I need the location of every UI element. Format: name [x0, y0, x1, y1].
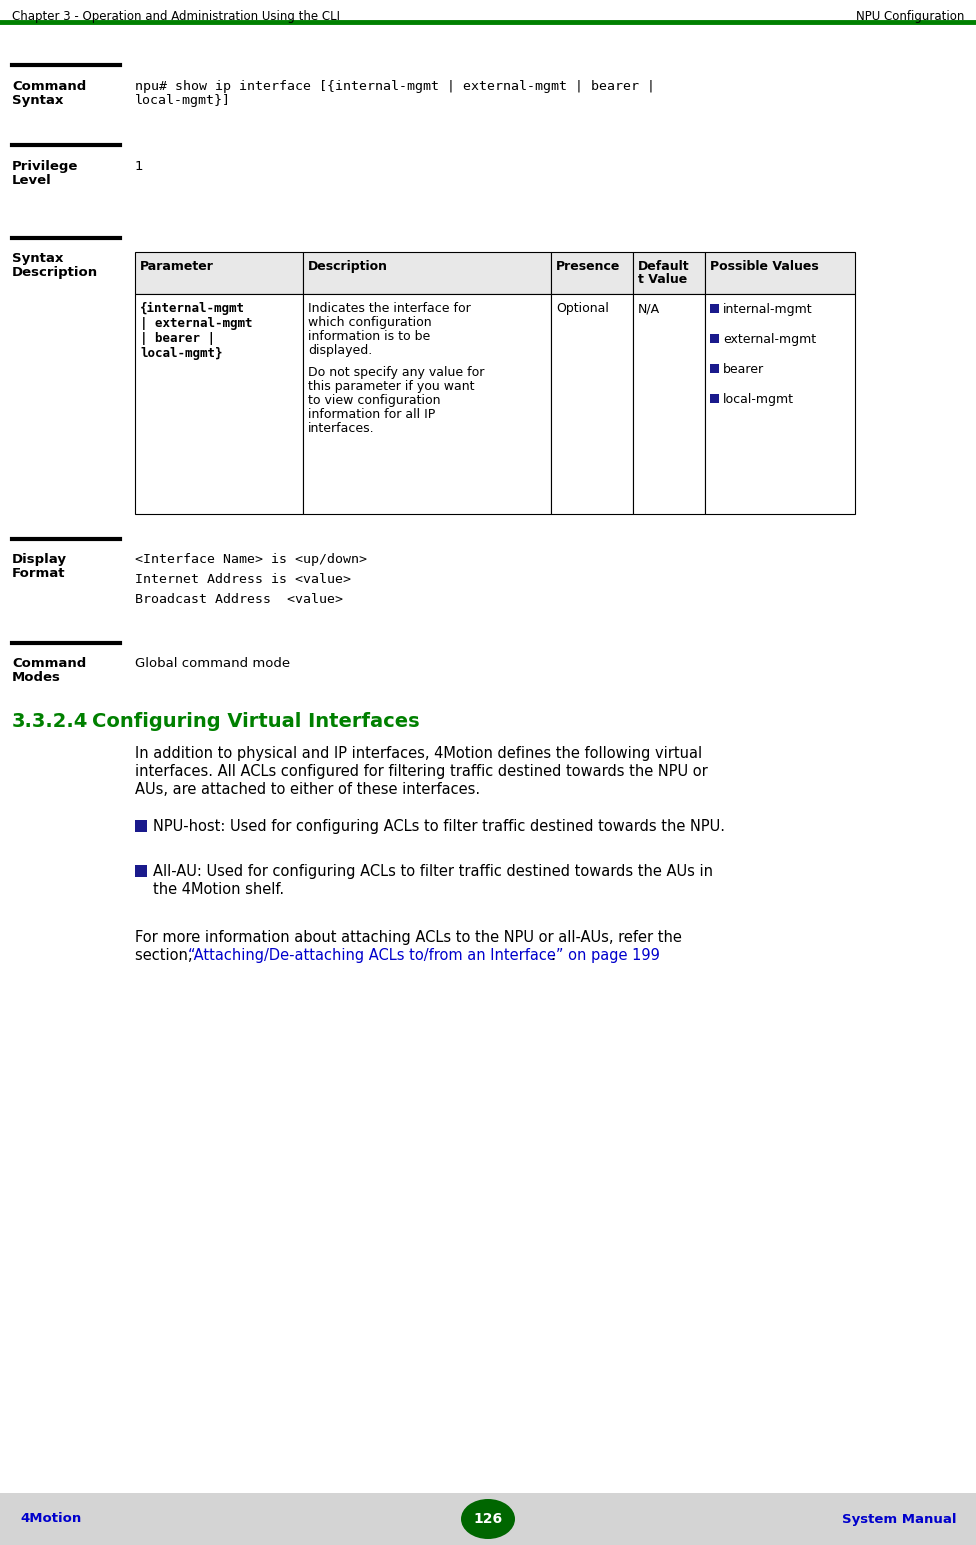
- Text: Modes: Modes: [12, 671, 61, 684]
- Text: Global command mode: Global command mode: [135, 657, 290, 671]
- Text: local-mgmt: local-mgmt: [723, 392, 794, 406]
- Text: Command: Command: [12, 80, 86, 93]
- Bar: [633, 252, 705, 294]
- Bar: [135, 294, 303, 514]
- Text: | external-mgmt: | external-mgmt: [140, 317, 253, 331]
- Text: Display: Display: [12, 553, 67, 565]
- Text: <Interface Name> is <up/down>: <Interface Name> is <up/down>: [135, 553, 367, 565]
- Text: displayed.: displayed.: [308, 345, 372, 357]
- Ellipse shape: [461, 1499, 515, 1539]
- Text: information is to be: information is to be: [308, 331, 430, 343]
- Text: Syntax: Syntax: [12, 252, 63, 266]
- Text: internal-mgmt: internal-mgmt: [723, 303, 813, 317]
- Text: AUs, are attached to either of these interfaces.: AUs, are attached to either of these int…: [135, 782, 480, 797]
- Text: Format: Format: [12, 567, 65, 579]
- Text: 1: 1: [135, 161, 143, 173]
- Text: which configuration: which configuration: [308, 317, 431, 329]
- Text: section,: section,: [135, 949, 197, 963]
- Bar: [710, 334, 719, 343]
- Text: Broadcast Address  <value>: Broadcast Address <value>: [135, 593, 343, 606]
- Text: Presence: Presence: [556, 260, 621, 273]
- Text: Default: Default: [638, 260, 690, 273]
- Text: t Value: t Value: [638, 273, 687, 286]
- Bar: [710, 304, 719, 314]
- Text: this parameter if you want: this parameter if you want: [308, 380, 474, 392]
- Bar: [135, 252, 303, 294]
- Text: Syntax: Syntax: [12, 94, 63, 107]
- Text: Indicates the interface for: Indicates the interface for: [308, 301, 470, 315]
- Text: Configuring Virtual Interfaces: Configuring Virtual Interfaces: [92, 712, 420, 731]
- Text: Chapter 3 - Operation and Administration Using the CLI: Chapter 3 - Operation and Administration…: [12, 9, 340, 23]
- Text: 3.3.2.4: 3.3.2.4: [12, 712, 89, 731]
- Bar: [303, 294, 551, 514]
- Text: 4Motion: 4Motion: [20, 1513, 81, 1525]
- Bar: [551, 252, 633, 294]
- Bar: [0, 1496, 976, 1545]
- Text: Optional: Optional: [556, 301, 609, 315]
- Text: Command: Command: [12, 657, 86, 671]
- Bar: [303, 252, 551, 294]
- Text: npu# show ip interface [{internal-mgmt | external-mgmt | bearer |: npu# show ip interface [{internal-mgmt |…: [135, 80, 655, 93]
- Bar: [705, 294, 855, 514]
- Bar: [710, 394, 719, 403]
- Text: external-mgmt: external-mgmt: [723, 334, 816, 346]
- Text: to view configuration: to view configuration: [308, 394, 440, 406]
- Text: Do not specify any value for: Do not specify any value for: [308, 366, 484, 379]
- Text: local-mgmt}]: local-mgmt}]: [135, 94, 231, 107]
- Text: N/A: N/A: [638, 301, 660, 315]
- Text: Description: Description: [12, 266, 99, 280]
- Text: | bearer |: | bearer |: [140, 332, 215, 345]
- Text: Parameter: Parameter: [140, 260, 214, 273]
- Text: All-AU: Used for configuring ACLs to filter traffic destined towards the AUs in: All-AU: Used for configuring ACLs to fil…: [153, 864, 713, 879]
- Text: System Manual: System Manual: [841, 1513, 956, 1525]
- Bar: [633, 294, 705, 514]
- Text: “Attaching/De-attaching ACLs to/from an Interface” on page 199: “Attaching/De-attaching ACLs to/from an …: [187, 949, 660, 963]
- Text: For more information about attaching ACLs to the NPU or all-AUs, refer the: For more information about attaching ACL…: [135, 930, 682, 946]
- Text: In addition to physical and IP interfaces, 4Motion defines the following virtual: In addition to physical and IP interface…: [135, 746, 702, 762]
- Bar: [135, 820, 147, 833]
- Bar: [551, 294, 633, 514]
- Text: .: .: [550, 949, 555, 963]
- Bar: [705, 252, 855, 294]
- Text: Level: Level: [12, 175, 52, 187]
- Text: Internet Address is <value>: Internet Address is <value>: [135, 573, 351, 586]
- Text: interfaces. All ACLs configured for filtering traffic destined towards the NPU o: interfaces. All ACLs configured for filt…: [135, 763, 708, 779]
- Text: Privilege: Privilege: [12, 161, 78, 173]
- Text: interfaces.: interfaces.: [308, 422, 375, 436]
- Text: NPU-host: Used for configuring ACLs to filter traffic destined towards the NPU.: NPU-host: Used for configuring ACLs to f…: [153, 819, 725, 834]
- Text: Description: Description: [308, 260, 388, 273]
- Bar: [710, 365, 719, 372]
- Bar: [0, 1492, 976, 1545]
- Text: Possible Values: Possible Values: [710, 260, 819, 273]
- Text: the 4Motion shelf.: the 4Motion shelf.: [153, 882, 284, 898]
- Text: bearer: bearer: [723, 363, 764, 375]
- Text: information for all IP: information for all IP: [308, 408, 435, 420]
- Bar: [135, 865, 147, 878]
- Text: local-mgmt}: local-mgmt}: [140, 348, 223, 360]
- Text: NPU Configuration: NPU Configuration: [856, 9, 964, 23]
- Text: 126: 126: [473, 1513, 503, 1526]
- Text: {internal-mgmt: {internal-mgmt: [140, 301, 245, 315]
